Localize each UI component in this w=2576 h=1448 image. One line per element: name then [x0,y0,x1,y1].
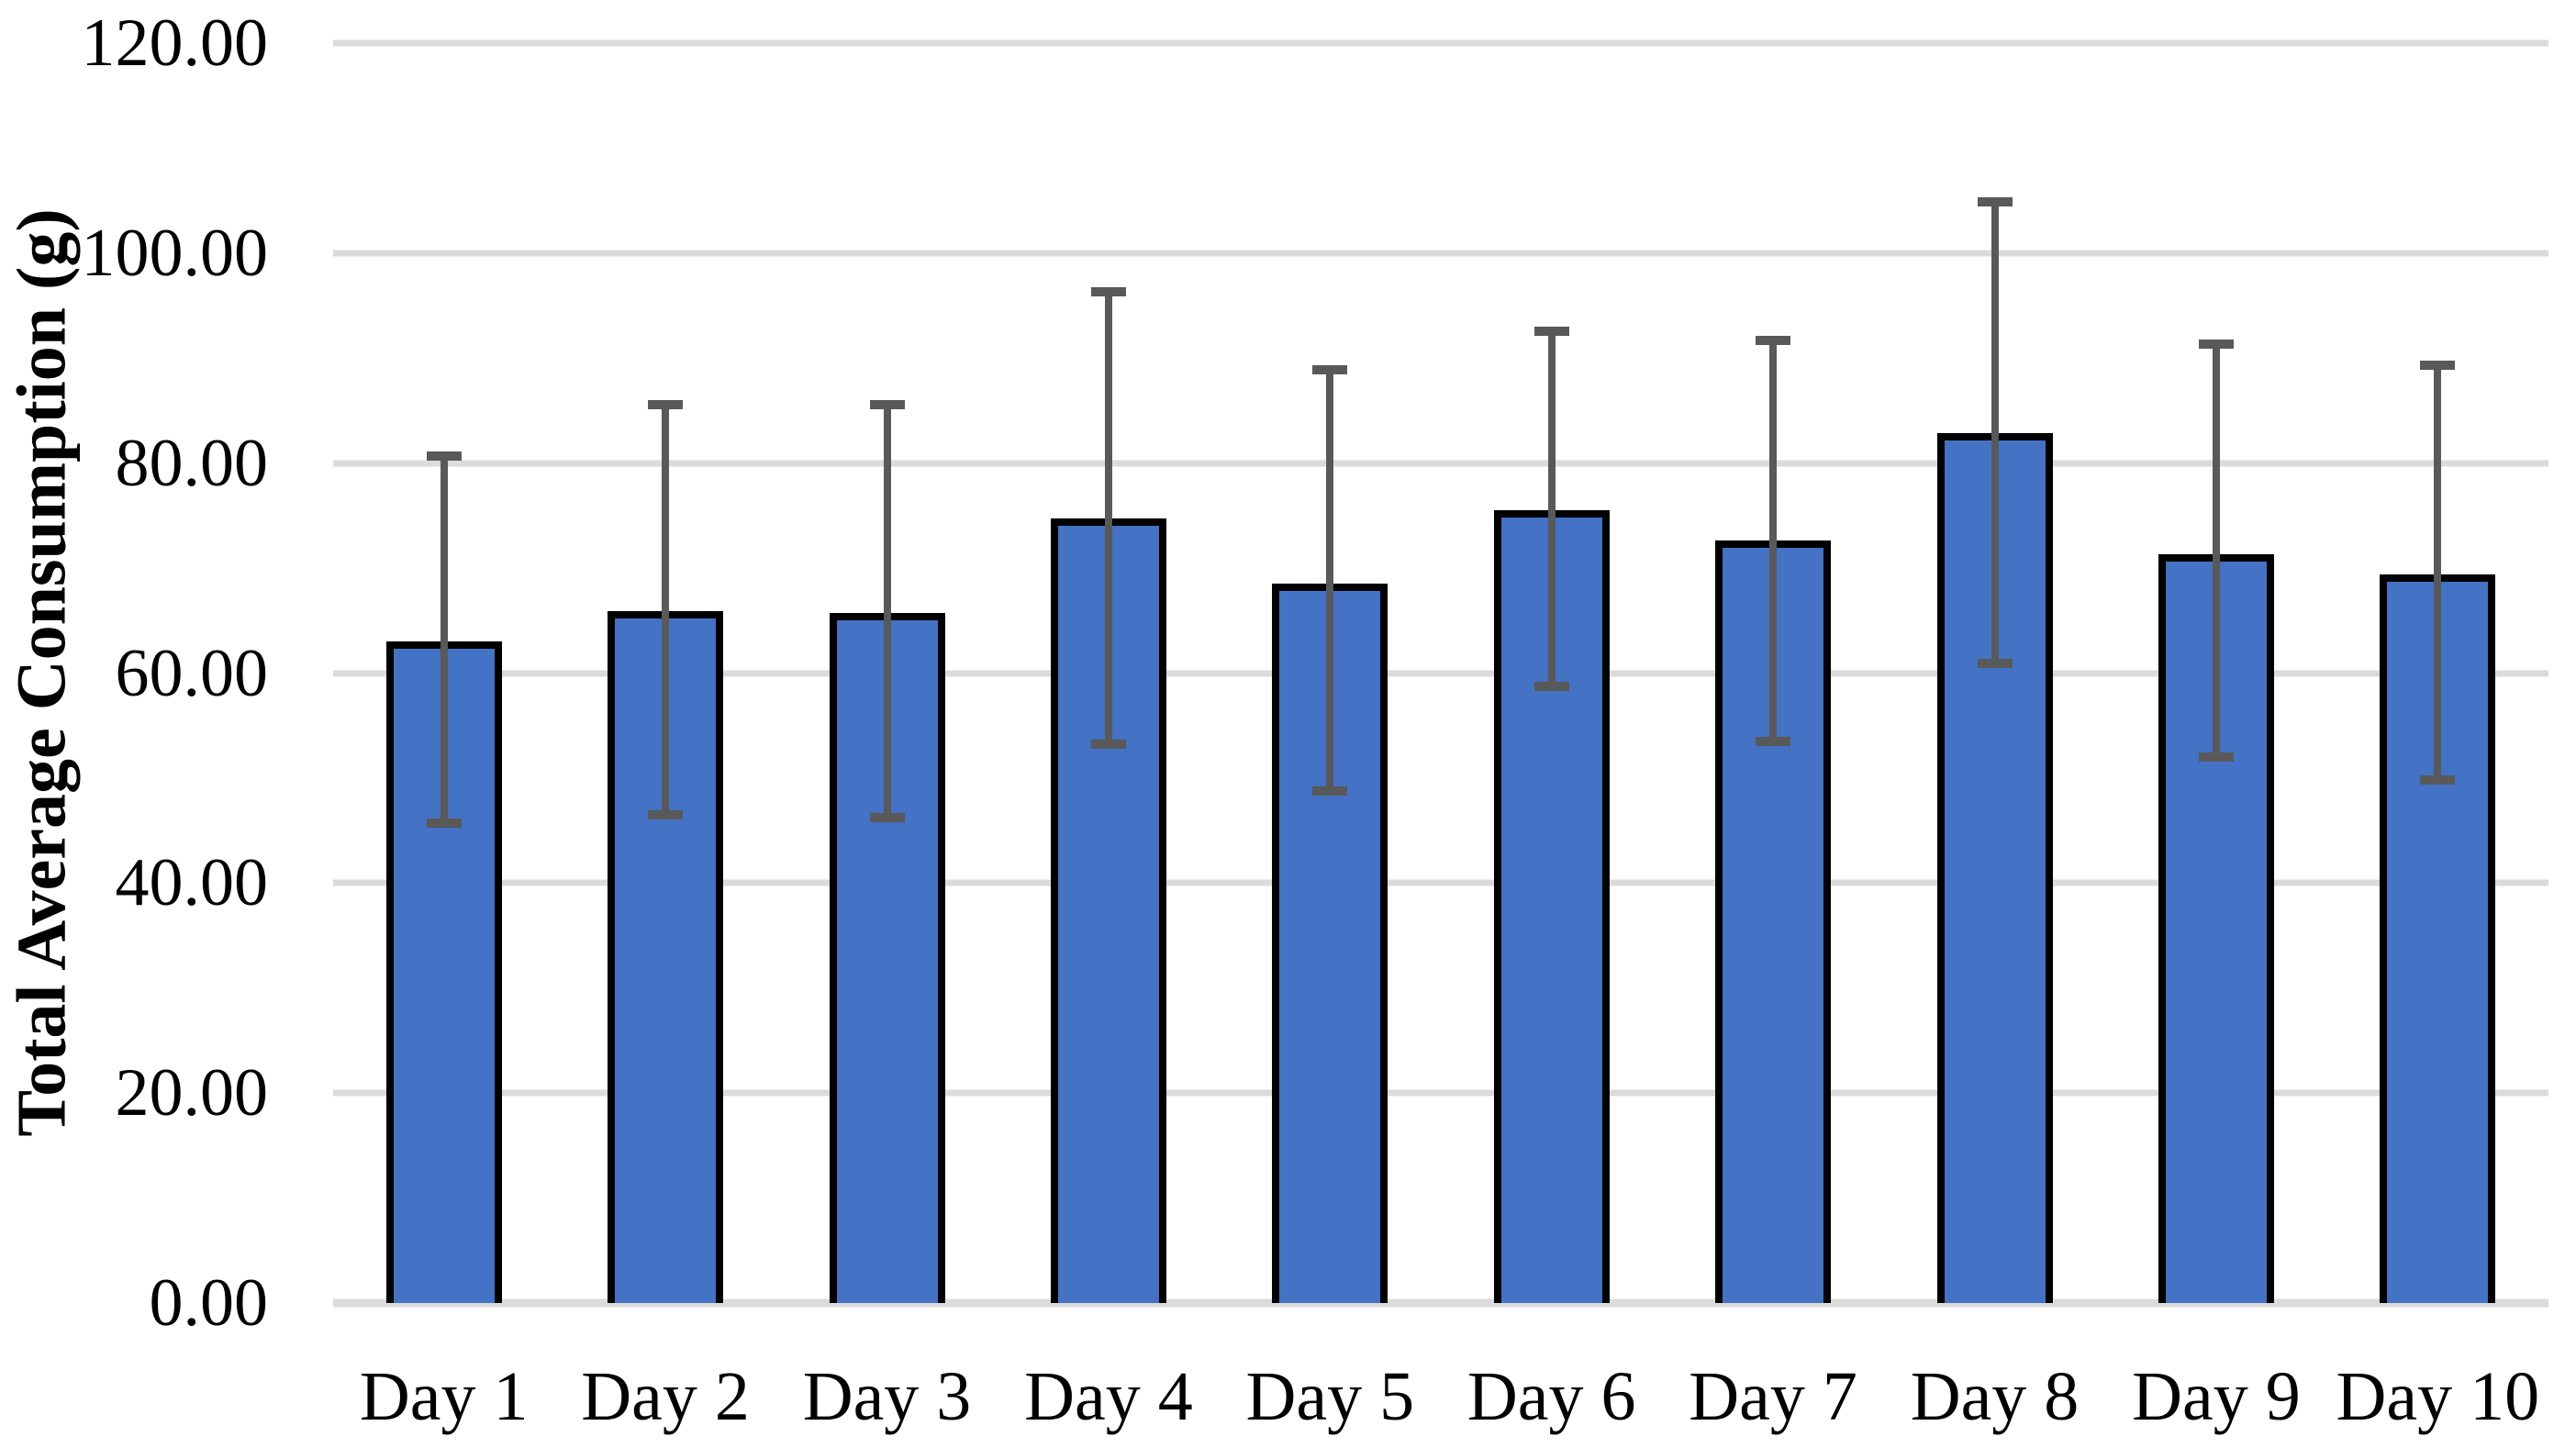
bar-day-5 [1272,584,1388,1303]
y-axis-tick-label: 40.00 [115,845,269,921]
error-bar-stem [1104,292,1112,745]
plot-area [333,39,2548,1308]
error-bar-stem [440,455,448,824]
gridline [333,460,2548,467]
gridline [333,1089,2548,1097]
error-bar-stem [1769,340,1778,741]
gridline [333,879,2548,886]
gridline [333,250,2548,257]
x-axis-tick-label-day-3: Day 3 [802,1358,972,1435]
error-bar-top-cap [1977,196,2013,206]
error-bar-stem [2212,344,2220,758]
error-bar-bottom-cap [869,813,905,823]
error-bar-top-cap [1533,326,1569,336]
y-axis-tick-label: 0.00 [149,1265,269,1341]
error-bar-top-cap [1090,287,1126,297]
error-bar-stem [2434,365,2442,781]
y-axis-tick-label: 120.00 [81,6,269,81]
error-bar-stem [883,404,891,819]
error-bar-top-cap [1312,364,1348,374]
error-bar-bottom-cap [1533,682,1569,692]
error-bar-top-cap [2198,340,2234,350]
gridline [333,670,2548,676]
x-axis-tick-label-day-1: Day 1 [359,1358,529,1435]
error-bar-bottom-cap [1977,659,2013,669]
error-bar-bottom-cap [1756,736,1791,746]
x-axis-tick-label-day-2: Day 2 [581,1358,750,1435]
x-axis-tick-label-day-5: Day 5 [1245,1358,1415,1435]
error-bar-stem [1547,330,1556,687]
error-bar-top-cap [648,399,684,409]
gridline [333,39,2548,47]
error-bar-stem [662,404,670,815]
y-axis-tick-label: 80.00 [115,425,269,501]
error-bar-bottom-cap [2420,775,2456,785]
x-axis-tick-label-day-7: Day 7 [1689,1358,1857,1435]
y-axis-tick-label: 20.00 [115,1055,269,1131]
y-axis-tick-label: 60.00 [115,635,269,711]
x-axis-tick-label-day-8: Day 8 [1910,1358,2080,1435]
error-bar-top-cap [2420,361,2456,371]
x-axis-tick-label-day-10: Day 10 [2336,1358,2540,1435]
error-bar-top-cap [869,399,905,409]
error-bar-bottom-cap [1312,785,1348,796]
x-axis-tick-label-day-4: Day 4 [1024,1358,1193,1435]
error-bar-bottom-cap [648,809,684,819]
error-bar-bottom-cap [1090,740,1126,750]
error-bar-top-cap [426,451,462,461]
error-bar-stem [1326,369,1334,791]
y-axis-tick-label: 100.00 [81,215,269,291]
error-bar-bottom-cap [2198,752,2234,763]
x-axis-baseline [333,1298,2548,1308]
x-axis-tick-label-day-9: Day 9 [2132,1358,2301,1435]
error-bar-bottom-cap [426,819,462,829]
error-bar-stem [1991,201,1999,664]
error-bar-top-cap [1756,335,1791,345]
x-axis-tick-label-day-6: Day 6 [1466,1358,1636,1435]
